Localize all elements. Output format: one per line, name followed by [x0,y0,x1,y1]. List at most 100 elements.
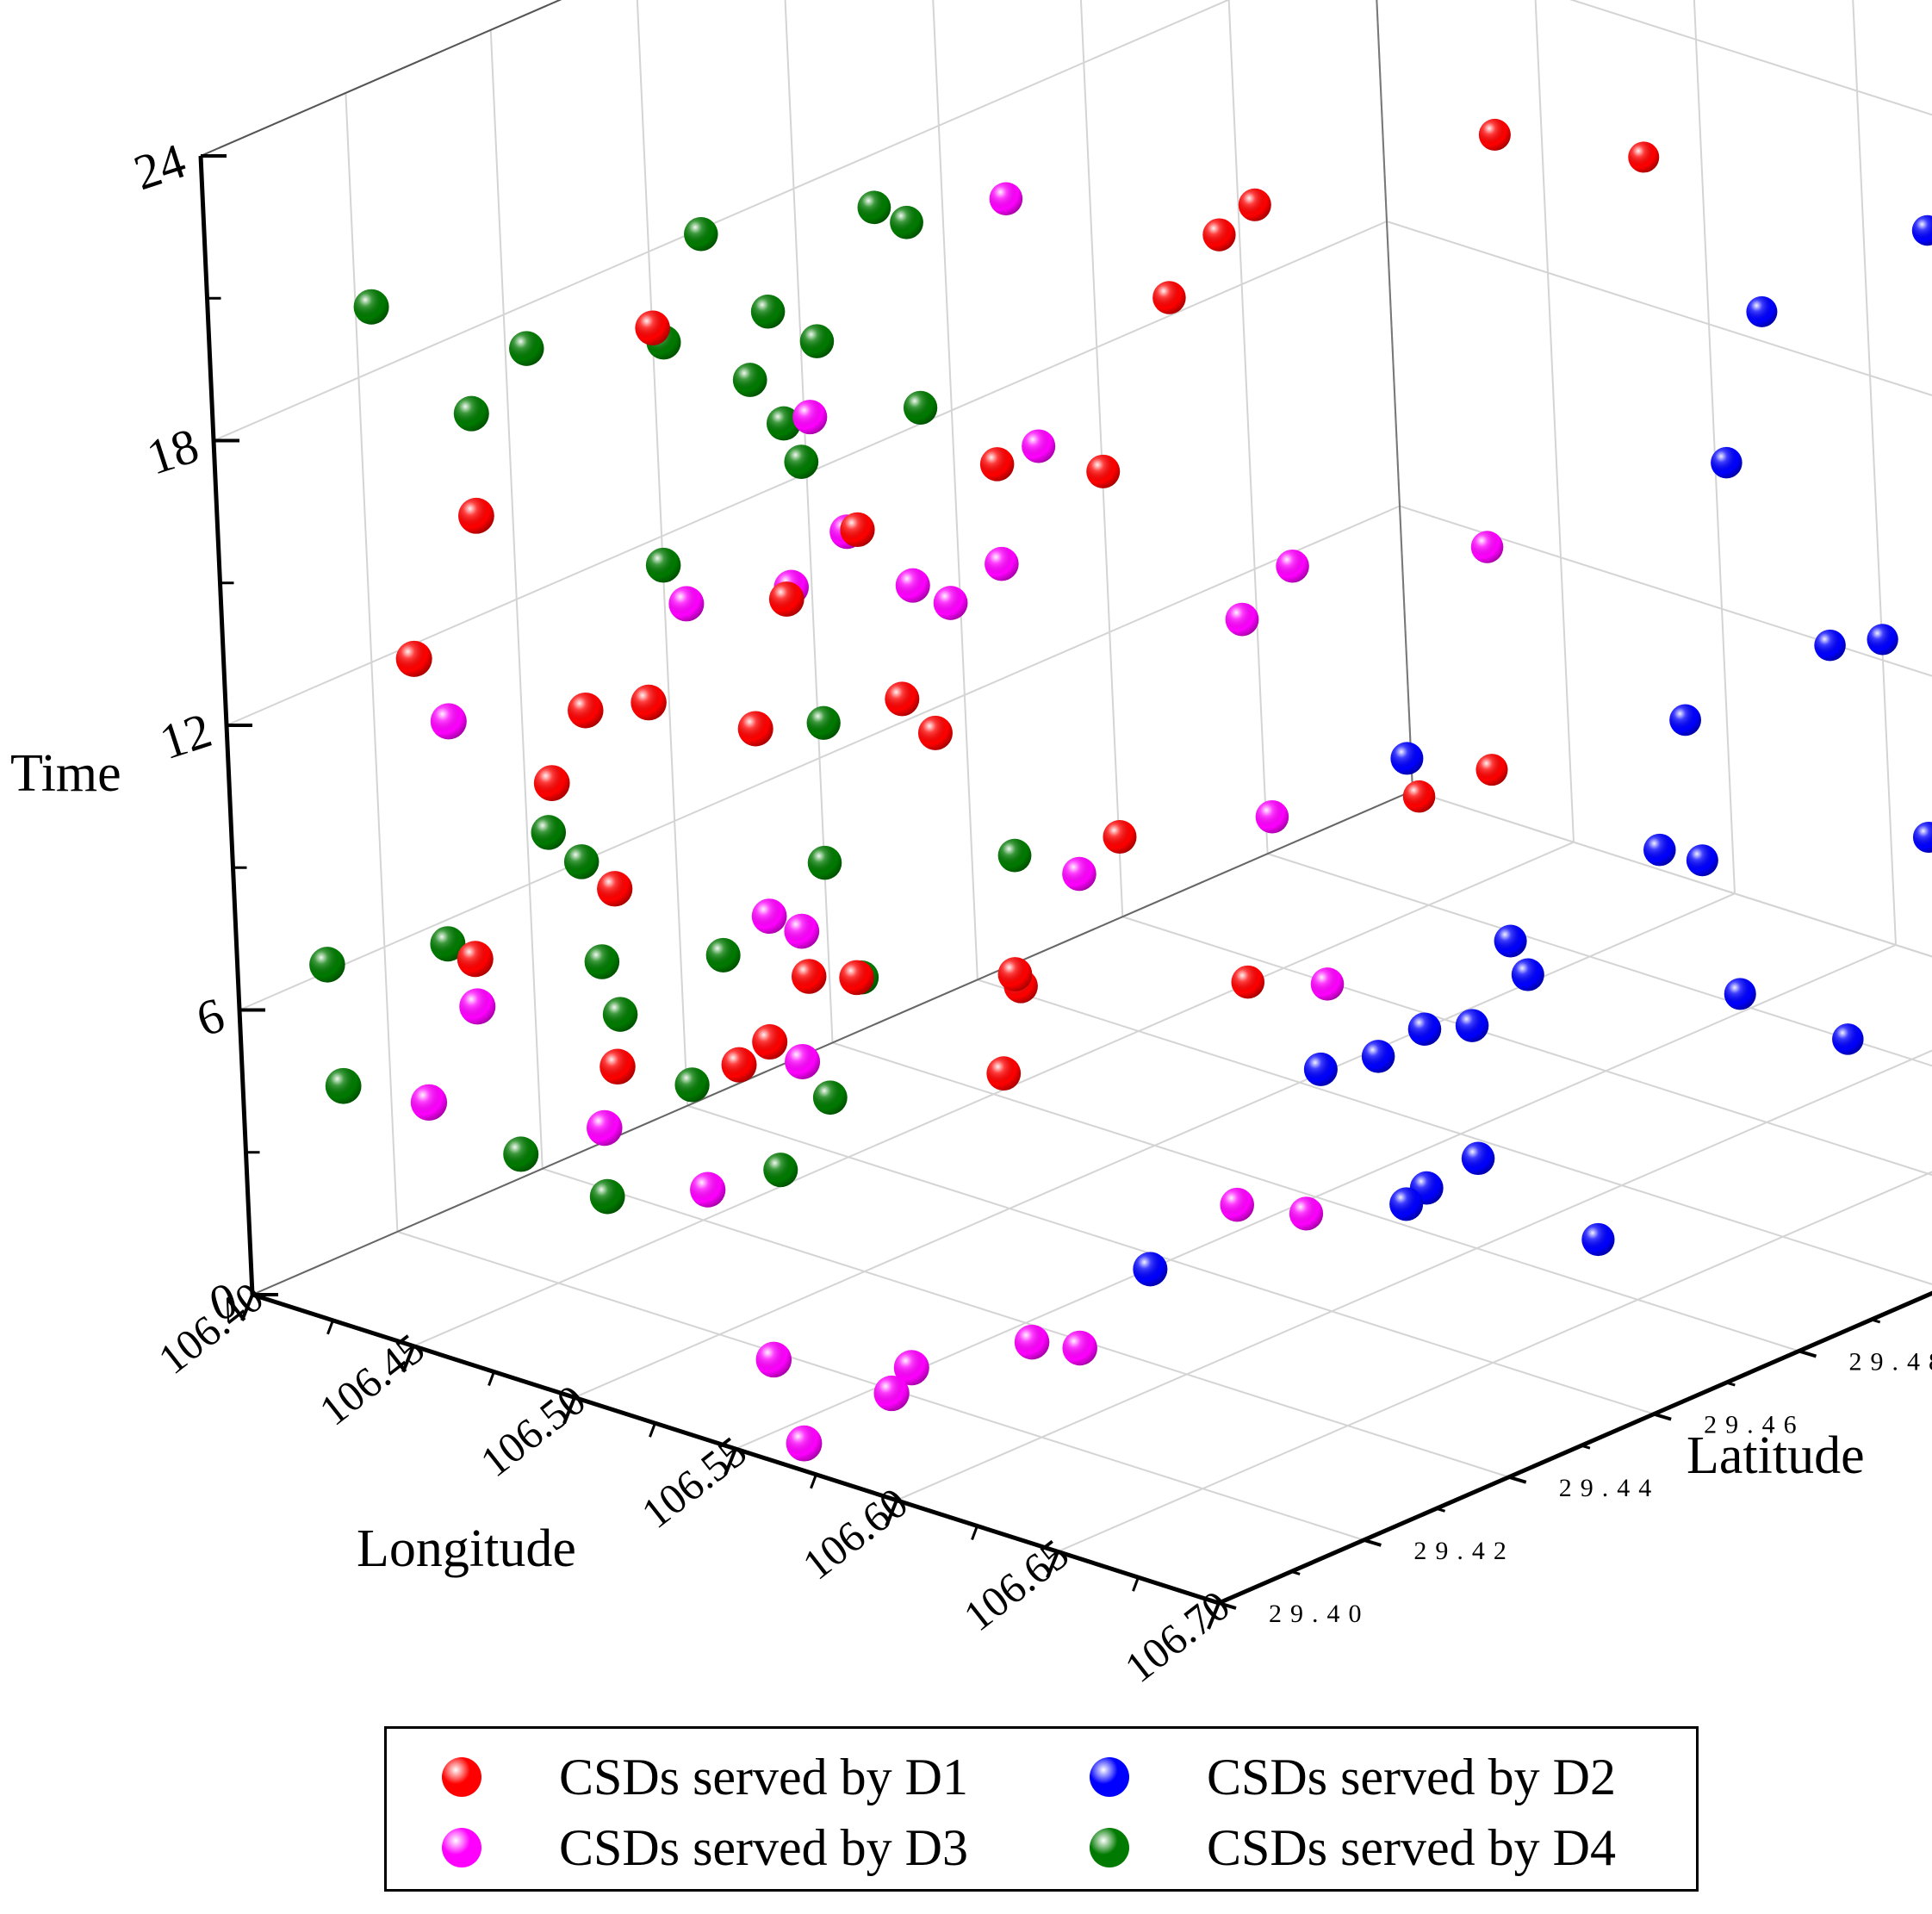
data-point-series-2 [1643,833,1676,867]
data-point-shine [799,324,835,358]
data-point-series-2 [1390,742,1424,775]
data-point-series-4 [684,217,718,252]
grid-line [932,0,978,980]
data-point-shine [458,497,494,534]
grid-line [1852,0,1897,946]
data-point-shine [997,838,1032,873]
x-tick-label: 106.50 [471,1376,594,1487]
data-point-series-2 [1361,1040,1395,1073]
data-point-series-3 [1220,1187,1254,1222]
data-point-shine [1276,549,1309,583]
data-point-series-4 [763,1153,798,1188]
x-tick [401,1345,415,1373]
legend-item-d2: CSDs served by D2 [1090,1743,1616,1811]
data-point-series-4 [325,1067,362,1104]
data-point-shine [1133,1252,1168,1287]
data-point-shine [1867,624,1898,656]
grid-line [239,505,1401,1011]
data-point-shine [840,512,875,547]
data-point-series-4 [674,1067,710,1103]
data-point-series-4 [645,547,681,583]
data-point-series-1 [791,959,827,994]
data-point-series-3 [873,1375,910,1412]
data-point-series-1 [737,711,773,747]
data-point-shine [509,331,544,366]
data-point-series-1 [1086,454,1121,488]
grid-line [1386,221,1932,397]
data-point-series-1 [395,640,432,677]
x-tick-label: 106.60 [793,1478,916,1589]
y-tick [1363,1538,1382,1547]
data-point-shine [766,406,801,441]
data-point-shine [635,310,670,345]
data-point-series-4 [453,395,489,432]
data-point-shine [1455,1009,1489,1042]
legend-marker-d1 [442,1757,481,1797]
data-point-series-1 [885,681,920,717]
data-point-shine [1814,629,1846,662]
x-minor-tick [326,1320,334,1335]
y-minor-tick [1581,1444,1591,1450]
data-point-shine [751,898,787,935]
y-tick-label: 29.44 [1559,1474,1661,1502]
data-point-shine [690,1171,726,1208]
data-point-shine [839,960,874,996]
grid-line [1693,0,1736,894]
data-point-series-1 [1238,188,1271,221]
data-point-shine [1238,188,1271,221]
data-point-shine [1231,965,1265,999]
data-point-series-2 [1711,446,1743,479]
data-point-shine [602,997,638,1032]
grid-line [1376,0,1413,792]
y-minor-tick [1290,1570,1301,1575]
data-point-shine [674,1067,710,1103]
data-point-shine [791,959,827,994]
data-point-series-3 [587,1109,623,1147]
data-point-series-1 [568,692,604,729]
x-tick [240,1294,254,1321]
data-point-shine [453,395,489,432]
data-point-series-2 [1686,844,1718,877]
data-point-series-3 [1310,967,1345,1001]
data-point-shine [989,182,1023,216]
box-edge [252,790,1413,1296]
data-point-shine [750,294,786,329]
data-point-shine [1289,1196,1324,1231]
data-point-shine [1494,924,1527,958]
data-point-series-3 [1470,531,1504,563]
data-point-series-2 [1867,624,1898,656]
x-tick-label: 106.45 [310,1324,433,1435]
data-point-shine [933,586,968,620]
data-point-series-2 [1581,1222,1615,1257]
data-point-shine [1062,856,1096,892]
data-point-series-4 [903,390,938,425]
data-point-shine [1511,958,1544,991]
data-point-series-3 [985,546,1019,581]
data-point-shine [1475,754,1508,786]
box-edge [200,0,562,157]
data-point-shine [410,1084,448,1121]
data-point-series-2 [1724,978,1756,1010]
data-point-series-4 [430,926,466,962]
x-minor-tick [649,1422,656,1438]
data-point-series-3 [1255,799,1289,834]
grid-line [686,1104,1655,1415]
data-point-series-1 [917,715,953,750]
data-point-series-4 [812,1080,848,1115]
data-point-shine [457,941,494,978]
data-point-series-4 [705,937,741,973]
data-point-shine [807,845,842,880]
x-tick-label: 106.70 [1115,1581,1239,1692]
data-point-series-3 [1014,1324,1050,1360]
data-point-series-2 [1814,629,1846,662]
data-point-series-3 [895,568,930,603]
data-point-shine [1361,1040,1395,1073]
data-point-shine [1014,1324,1050,1360]
data-point-series-4 [309,947,345,983]
data-point-shine [784,913,820,949]
data-point-series-1 [631,684,667,721]
grid-line [542,1167,1510,1478]
data-point-series-1 [457,941,494,978]
grid-line [200,0,562,157]
data-point-shine [755,1341,792,1378]
